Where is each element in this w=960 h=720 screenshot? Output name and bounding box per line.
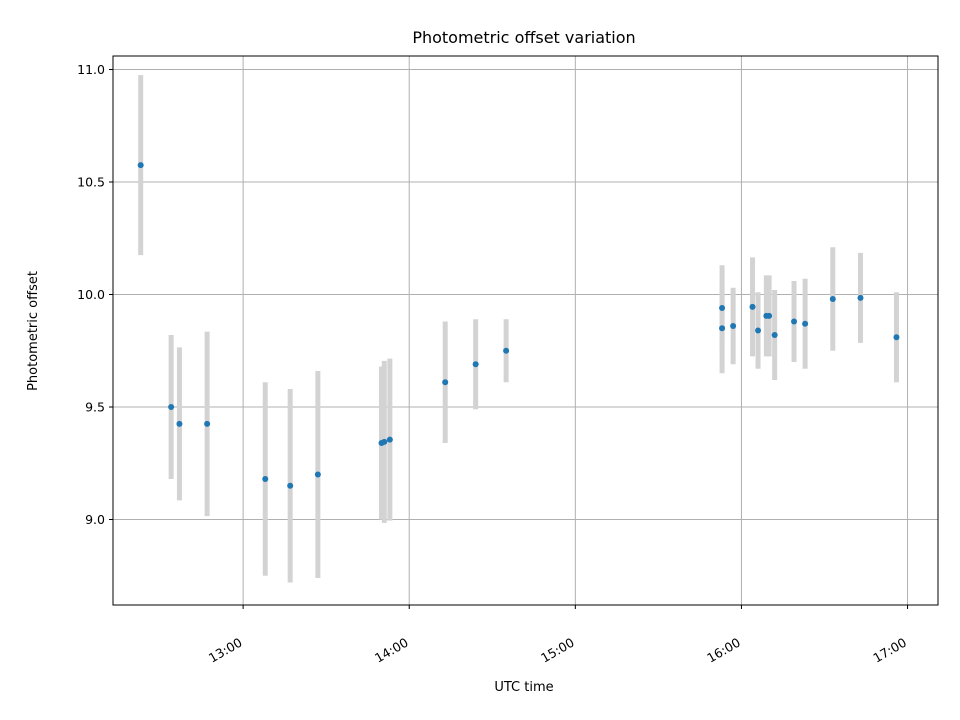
- x-tick-label: 17:00: [870, 635, 909, 666]
- plot-frame: [112, 55, 939, 606]
- data-point: [287, 482, 294, 489]
- data-point: [802, 320, 809, 327]
- data-points: [137, 162, 900, 489]
- x-tick-label: 15:00: [538, 635, 577, 666]
- data-point: [857, 294, 864, 301]
- data-point: [791, 318, 798, 325]
- x-tick-label: 16:00: [704, 635, 743, 666]
- x-axis-label: UTC time: [494, 680, 553, 695]
- y-axis-label: Photometric offset: [26, 271, 41, 391]
- data-point: [137, 162, 144, 169]
- data-point: [749, 303, 756, 310]
- data-point: [893, 334, 900, 341]
- data-point: [755, 327, 762, 334]
- data-point: [442, 379, 449, 386]
- data-point: [314, 471, 321, 478]
- data-point: [262, 476, 269, 482]
- data-point: [176, 420, 183, 427]
- y-tick-label: 10.5: [77, 175, 105, 190]
- y-tick-label: 9.5: [85, 400, 105, 415]
- error-bars: [138, 75, 899, 583]
- data-point: [719, 325, 726, 332]
- grid-lines: [113, 56, 938, 605]
- data-point: [719, 305, 726, 311]
- data-point: [829, 296, 836, 302]
- data-point: [503, 347, 510, 354]
- y-tick-label: 9.0: [85, 512, 105, 527]
- data-point: [730, 323, 737, 329]
- y-tick-label: 10.0: [77, 287, 105, 302]
- data-point: [381, 438, 388, 445]
- data-point: [472, 361, 479, 368]
- y-tick-label: 11.0: [77, 62, 105, 77]
- x-tick-label: 13:00: [206, 635, 245, 666]
- x-tick-label: 14:00: [372, 635, 411, 666]
- data-point: [771, 332, 778, 338]
- data-point: [386, 436, 393, 443]
- data-point: [168, 404, 175, 410]
- data-point: [766, 312, 773, 319]
- data-point: [204, 420, 211, 427]
- chart-title: Photometric offset variation: [412, 28, 635, 47]
- axis-ticks: 9.0 9.5 10.0 10.5 11.0 13:00 14:00 15:00 16:00 17…: [77, 62, 909, 666]
